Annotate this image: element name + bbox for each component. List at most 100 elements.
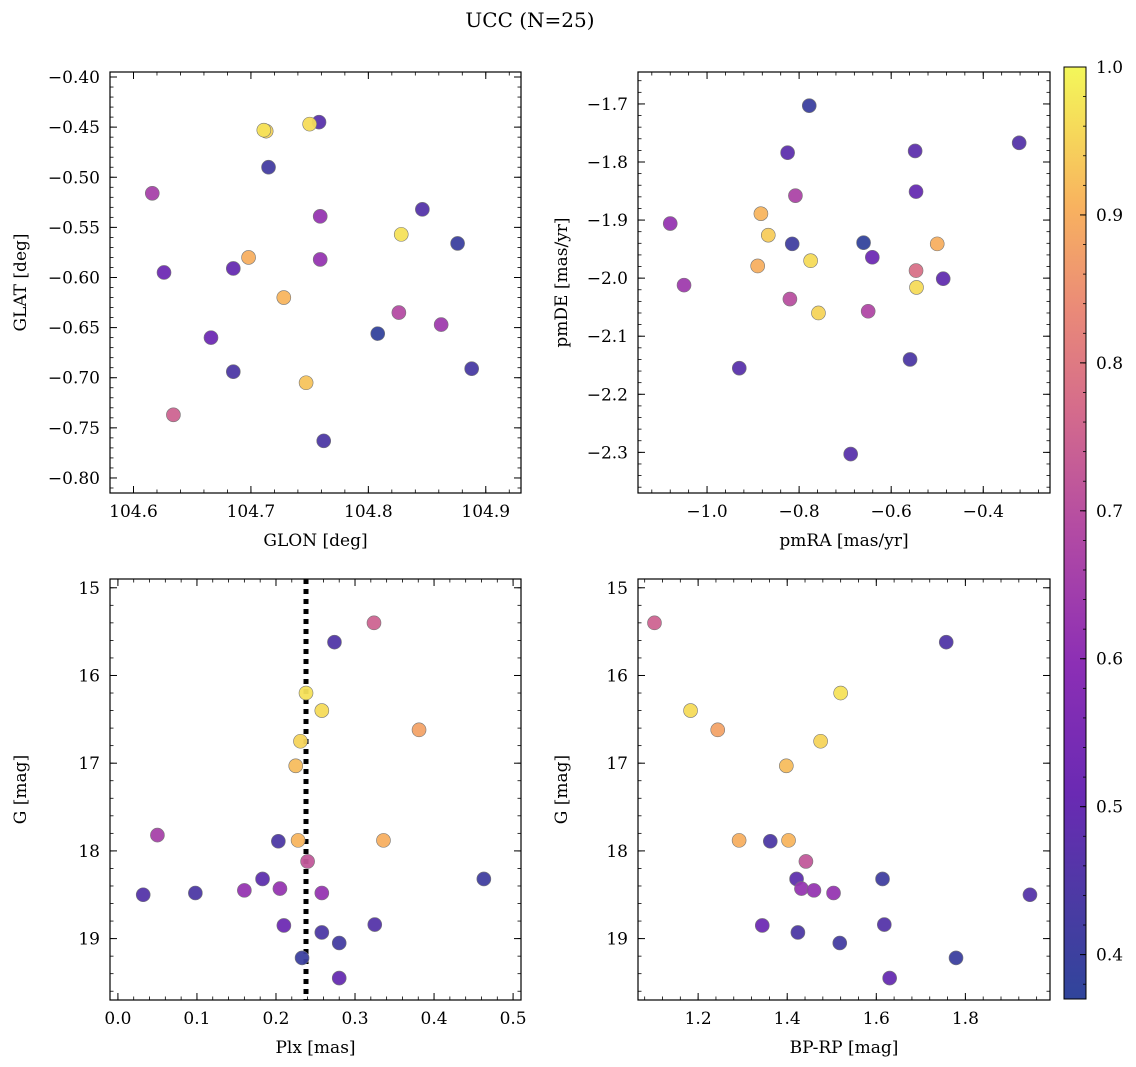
data-point [929, 236, 945, 252]
x-tick-label: −0.4 [963, 502, 1004, 522]
x-tick-label: 1.4 [774, 1009, 801, 1029]
data-point [261, 159, 276, 175]
data-point [302, 116, 317, 132]
data-point [327, 634, 342, 650]
y-tick-label: 17 [606, 754, 628, 774]
data-point [312, 209, 328, 224]
y-tick-label: −0.55 [48, 218, 100, 238]
axes-frame [109, 578, 522, 1001]
data-point [938, 634, 954, 650]
data-point [860, 303, 876, 319]
data-point [316, 433, 332, 449]
data-point [803, 253, 818, 269]
data-point [415, 202, 430, 217]
y-tick-label: −2.2 [587, 385, 628, 405]
data-point [683, 703, 698, 718]
data-point [276, 290, 292, 305]
x-tick-label: 0.3 [341, 1009, 368, 1029]
data-point [464, 361, 479, 377]
data-point [1022, 887, 1038, 903]
data-point [784, 236, 800, 252]
y-tick-label: −2.3 [587, 443, 628, 463]
colorbar-tick-label: 0.7 [1096, 502, 1123, 522]
x-tick-label: 104.6 [109, 502, 158, 522]
y-axis-label: G [mag] [552, 755, 572, 824]
x-tick-label: −0.8 [778, 502, 819, 522]
data-point [801, 98, 817, 113]
data-point [798, 854, 814, 869]
y-tick-label: −1.8 [587, 153, 628, 173]
data-point [877, 917, 892, 932]
y-tick-label: −0.50 [48, 168, 100, 188]
x-tick-label: 1.6 [863, 1009, 890, 1029]
data-point [226, 261, 241, 276]
x-tick-label: 0.0 [104, 1009, 131, 1029]
data-point [826, 885, 841, 901]
data-point [676, 277, 692, 293]
x-tick-label: 0.5 [500, 1009, 527, 1029]
y-tick-label: −2.0 [587, 269, 628, 289]
subplots: 104.6 104.7 104.8 104.9 −0.40 −0.45 −0.50 −0.55… [11, 68, 1051, 1058]
colorbar: 0.4 0.5 0.6 0.7 0.8 0.9 1.0 [1063, 58, 1123, 1000]
colorbar-tick-label: 0.9 [1096, 206, 1123, 226]
data-point [790, 925, 806, 940]
data-point [908, 263, 924, 278]
x-axis-label: Plx [mas] [275, 1038, 355, 1058]
data-point [476, 871, 492, 887]
y-tick-label: −1.9 [587, 211, 628, 231]
data-point [856, 235, 871, 251]
colorbar-tick-label: 0.6 [1096, 650, 1123, 670]
data-point [813, 733, 828, 749]
data-point [935, 271, 951, 287]
x-tick-label: 1.8 [952, 1009, 979, 1029]
y-tick-label: −0.75 [48, 419, 100, 439]
data-point [832, 935, 848, 951]
data-point [294, 950, 310, 966]
subplot-1: 104.6 104.7 104.8 104.9 −0.40 −0.45 −0.50 −0.55… [11, 68, 522, 551]
y-tick-label: −0.80 [48, 469, 100, 489]
data-point [298, 375, 314, 391]
data-point [806, 883, 822, 898]
axes-frame [637, 578, 1051, 1001]
x-axis-label: GLON [deg] [263, 531, 367, 551]
data-point [731, 360, 747, 376]
data-point [314, 925, 330, 940]
data-point [779, 758, 794, 774]
colorbar-gradient [1063, 66, 1087, 1000]
x-tick-label: 104.8 [344, 502, 393, 522]
y-tick-label: −1.7 [587, 95, 628, 115]
data-point [156, 265, 172, 280]
data-point [166, 407, 181, 423]
data-point [450, 236, 465, 251]
subplot-3: 0.0 0.1 0.2 0.3 0.4 0.5 15 16 17 18 19 Plx [mas] G [… [11, 578, 527, 1058]
data-point [314, 703, 330, 718]
data-point [314, 885, 330, 901]
y-tick-label: 16 [78, 666, 100, 686]
data-point [902, 352, 918, 367]
y-axis-label: G [mag] [11, 755, 31, 824]
data-point [647, 615, 662, 631]
x-tick-label: 104.9 [461, 502, 510, 522]
x-tick-label: 104.7 [227, 502, 276, 522]
x-axis-label: pmRA [mas/yr] [779, 531, 908, 551]
data-point [376, 833, 391, 848]
y-tick-label: 17 [78, 754, 100, 774]
x-tick-label: −1.0 [686, 502, 727, 522]
data-point [833, 685, 848, 701]
x-tick-label: 0.1 [183, 1009, 210, 1029]
data-point [366, 615, 382, 631]
data-point [288, 758, 304, 774]
data-point [241, 250, 256, 265]
x-tick-label: 1.2 [685, 1009, 712, 1029]
data-point [135, 887, 151, 903]
y-tick-label: 15 [606, 579, 628, 599]
x-tick-label: 0.4 [421, 1009, 448, 1029]
data-point [794, 881, 809, 896]
data-point [788, 188, 803, 203]
data-point [256, 122, 272, 138]
y-tick-label: 18 [78, 842, 100, 862]
figure-title: UCC (N=25) [465, 8, 594, 32]
data-point [391, 305, 407, 320]
data-point [754, 918, 770, 933]
